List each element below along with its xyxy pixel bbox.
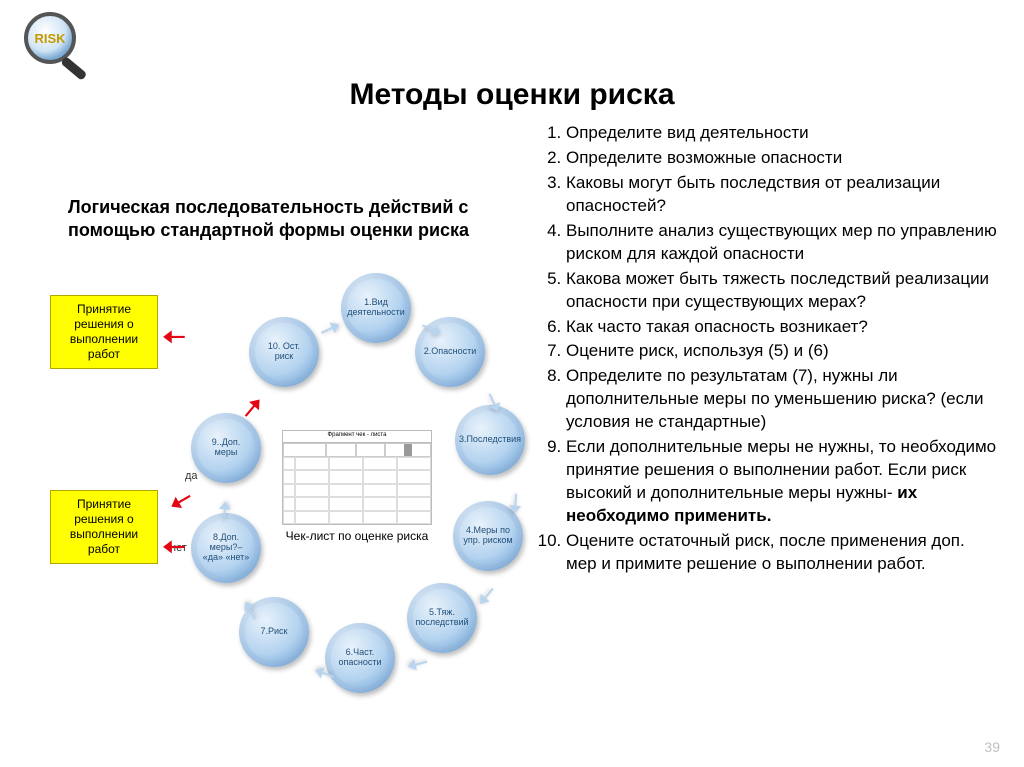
decision-arrow-icon xyxy=(162,320,188,351)
step-item: Выполните анализ существующих мер по упр… xyxy=(566,220,1000,266)
step-item: Оцените риск, используя (5) и (6) xyxy=(566,340,1000,363)
page-title: Методы оценки риска xyxy=(0,78,1024,112)
step-item: Какова может быть тяжесть последствий ре… xyxy=(566,268,1000,314)
steps-list: Определите вид деятельностиОпределите во… xyxy=(540,122,1000,578)
page-number: 39 xyxy=(984,739,1000,755)
cycle-node: 10. Ост. риск xyxy=(249,317,319,387)
flow-arrow-icon xyxy=(499,489,530,515)
checklist-header: Фрагмент чек - листа xyxy=(283,431,431,443)
center-caption: Чек-лист по оценке риска xyxy=(282,529,432,543)
cycle-node: 6.Част. опасности xyxy=(325,623,395,693)
cycle-node: 1.Вид деятельности xyxy=(341,273,411,343)
step-item: Определите возможные опасности xyxy=(566,147,1000,170)
step-item: Каковы могут быть последствия от реализа… xyxy=(566,172,1000,218)
flow-arrow-icon xyxy=(211,499,242,525)
decision-arrow-icon xyxy=(162,530,188,561)
step-item: Определите вид деятельности xyxy=(566,122,1000,145)
center-checklist: Фрагмент чек - листа Чек-лист по оценке … xyxy=(282,430,432,543)
decision-arrow-icon xyxy=(162,480,200,520)
subtitle: Логическая последовательность действий с… xyxy=(68,196,498,243)
step-item: Если дополнительные меры не нужны, то не… xyxy=(566,436,1000,528)
decision-box: Принятие решения о выполнении работ xyxy=(50,295,158,369)
step-item: Оцените остаточный риск, после применени… xyxy=(566,530,1000,576)
label-yes: да xyxy=(185,470,198,482)
step-item: Как часто такая опасность возникает? xyxy=(566,316,1000,339)
decision-box: Принятие решения о выполнении работ xyxy=(50,490,158,564)
cycle-diagram: Принятие решения о выполнении работ Приня… xyxy=(50,280,530,710)
step-item: Определите по результатам (7), нужны ли … xyxy=(566,365,1000,434)
logo-text: RISK xyxy=(34,31,66,46)
